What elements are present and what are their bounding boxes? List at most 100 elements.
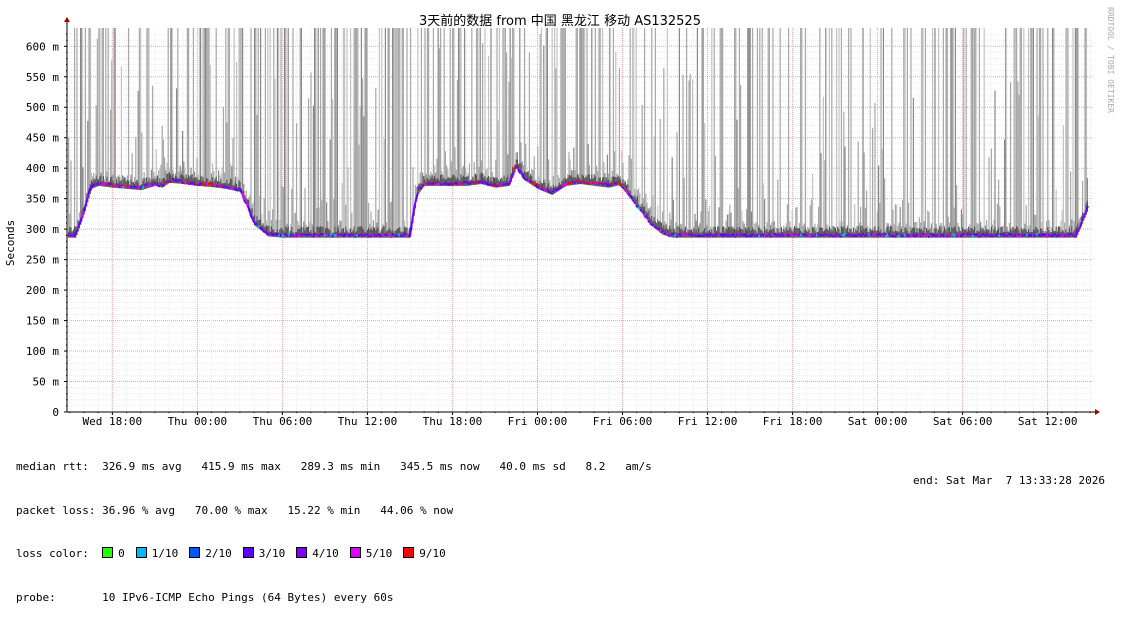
smoke-band (831, 28, 832, 235)
median-segment (448, 184, 450, 185)
smoke-band (552, 28, 553, 193)
loss-values: 36.96 % avg 70.00 % max 15.22 % min 44.0… (102, 504, 453, 517)
smoke-band (975, 28, 976, 235)
median-segment (618, 182, 620, 183)
smoke-band (315, 28, 316, 235)
smoke-band (504, 28, 505, 184)
y-tick-label: 50 m (33, 376, 60, 389)
median-segment (452, 183, 454, 185)
smoke-band (459, 28, 460, 183)
median-segment (788, 236, 790, 237)
smoke-band (838, 28, 839, 235)
chart-title: 3天前的数据 from 中国 黑龙江 移动 AS132525 (419, 13, 701, 29)
smoke-band (476, 28, 477, 182)
smoke-band (278, 28, 279, 235)
median-segment (150, 185, 152, 186)
median-segment (228, 187, 230, 188)
smoke-band (108, 28, 109, 185)
median-segment (998, 235, 1000, 236)
smoke-band (236, 62, 237, 189)
median-segment (834, 235, 836, 237)
smoke-band (879, 203, 880, 235)
smoke-band (74, 28, 75, 235)
median-segment (640, 210, 642, 211)
smoke-band (800, 28, 801, 235)
smoke-band (199, 28, 200, 184)
median-segment (180, 180, 182, 181)
smoke-band (152, 86, 153, 185)
median-segment (666, 232, 668, 233)
smoke-band (138, 91, 139, 188)
smoke-band (663, 68, 664, 232)
smoke-band (722, 28, 723, 235)
loss-color-item: 5/10 (350, 547, 393, 560)
x-tick-label: Fri 00:00 (508, 415, 568, 428)
smoke-band (68, 138, 69, 236)
median-segment (982, 234, 984, 235)
median-segment (900, 236, 902, 237)
smoke-band (364, 28, 365, 235)
smoke-band (704, 123, 705, 235)
median-segment (632, 200, 634, 201)
median-segment (836, 234, 838, 235)
median-segment (388, 234, 390, 236)
smoke-band (361, 28, 362, 235)
smoke-core (321, 227, 322, 237)
smoke-band (260, 28, 261, 228)
smoke-band (325, 28, 326, 235)
smoke-core (1036, 228, 1037, 238)
median-segment (186, 182, 188, 183)
smoke-band (1052, 28, 1053, 235)
median-segment (570, 182, 572, 183)
smoke-band (482, 43, 483, 182)
smoke-band (506, 53, 507, 184)
smoke-band (140, 28, 141, 188)
smoke-band (314, 28, 315, 235)
median-segment (1084, 211, 1086, 216)
smoke-core (594, 174, 595, 185)
smoke-band (1028, 28, 1029, 235)
smoke-band (216, 28, 217, 185)
smoke-band (439, 48, 440, 183)
smoke-band (360, 106, 361, 235)
median-segment (682, 234, 684, 235)
smoke-band (1015, 28, 1016, 235)
smoke-band (676, 132, 677, 235)
smoke-band (519, 28, 520, 170)
median-segment (106, 185, 108, 186)
median-segment (942, 235, 944, 236)
smoke-band (576, 28, 577, 182)
x-tick-label: Thu 00:00 (168, 415, 228, 428)
smoke-core (786, 227, 787, 238)
smoke-band (450, 28, 451, 183)
median-segment (472, 182, 474, 184)
smoke-band (613, 28, 614, 184)
smoke-band (825, 28, 826, 235)
smoke-band (1063, 125, 1064, 235)
smoke-band (512, 28, 513, 176)
smoke-band (176, 88, 177, 181)
smoke-band (945, 28, 946, 235)
smoke-core (100, 176, 101, 186)
median-segment (320, 234, 322, 235)
smoke-band (132, 153, 133, 187)
median-segment (112, 185, 114, 186)
smoke-band (344, 28, 345, 235)
smoke-band (490, 28, 491, 184)
smoke-core (673, 228, 674, 237)
smoke-band (80, 28, 81, 222)
smoke-band (424, 28, 425, 183)
smoke-band (922, 28, 923, 235)
smoke-band (225, 28, 226, 186)
smoke-band (70, 160, 71, 235)
smoke-band (750, 28, 751, 235)
x-tick-label: Wed 18:00 (83, 415, 143, 428)
median-segment (822, 235, 824, 236)
smoke-band (160, 165, 161, 185)
smoke-band (121, 67, 122, 186)
smoke-band (135, 137, 136, 187)
smoke-band (147, 28, 148, 186)
median-segment (442, 184, 444, 185)
smoke-core (116, 180, 117, 188)
median-segment (438, 184, 440, 185)
